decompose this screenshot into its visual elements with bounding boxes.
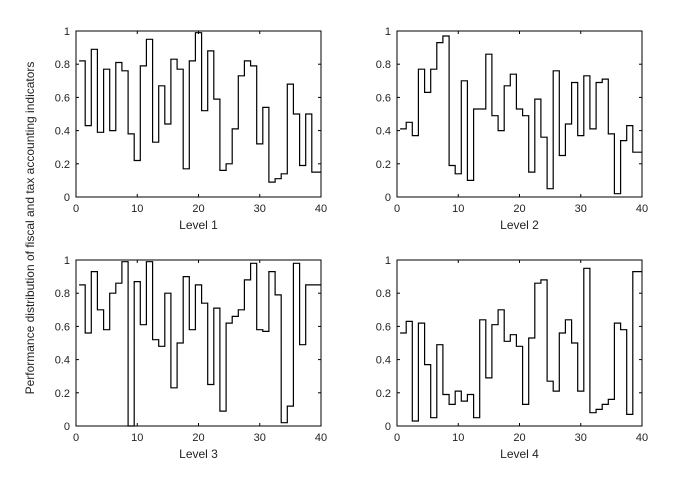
x-tick-label: 0 xyxy=(394,432,400,444)
x-tick-label: 40 xyxy=(636,203,648,215)
y-tick-label: 0.2 xyxy=(55,388,70,400)
axes-frame-1 xyxy=(75,30,322,198)
y-tick-label: 1 xyxy=(64,26,70,38)
x-tick-label: 40 xyxy=(636,432,648,444)
series-line-3 xyxy=(79,261,321,427)
y-tick-label: 0.8 xyxy=(55,59,70,71)
x-tick-label: 10 xyxy=(452,203,464,215)
y-tick-label: 0.6 xyxy=(376,92,391,104)
y-tick-label: 0.6 xyxy=(55,92,70,104)
y-tick-label: 0.8 xyxy=(376,288,391,300)
y-tick-label: 0 xyxy=(385,421,391,433)
y-tick-label: 0.2 xyxy=(55,159,70,171)
x-tick-label: 0 xyxy=(73,432,79,444)
x-tick-label: 10 xyxy=(131,203,143,215)
subplot-4: 0 10 20 30 40 0 0.2 0.4 0.6 0.8 1 Level 4 xyxy=(376,255,648,461)
y-tick-label: 1 xyxy=(385,255,391,267)
y-tick-label: 0 xyxy=(64,421,70,433)
series-line-4 xyxy=(400,267,642,422)
y-tick-label: 0.8 xyxy=(376,59,391,71)
y-tick-label: 0.2 xyxy=(376,159,391,171)
x-tick-label: 0 xyxy=(394,203,400,215)
subplot-3: 0 10 20 30 40 0 0.2 0.4 0.6 0.8 1 Level 3 xyxy=(55,255,327,461)
x-tick-label: 20 xyxy=(513,432,525,444)
y-tick-label: 0.4 xyxy=(376,355,391,367)
x-tick-label: 30 xyxy=(254,432,266,444)
y-tick-label: 0.4 xyxy=(55,355,70,367)
x-tick-label: 40 xyxy=(315,432,327,444)
y-tick-label: 1 xyxy=(385,26,391,38)
y-tick-label: 0.6 xyxy=(376,321,391,333)
axes-frame-2 xyxy=(396,30,643,198)
x-tick-label: 20 xyxy=(192,203,204,215)
x-tick-label: 30 xyxy=(575,432,587,444)
x-tick-label: 30 xyxy=(575,203,587,215)
x-tick-label: 10 xyxy=(452,432,464,444)
subplot-2: 0 10 20 30 40 0 0.2 0.4 0.6 0.8 1 Level 2 xyxy=(376,26,648,232)
x-tick-label: 10 xyxy=(131,432,143,444)
y-tick-label: 0.8 xyxy=(55,288,70,300)
axes-frame-4 xyxy=(396,259,643,427)
x-axis-label-1: Level 1 xyxy=(179,218,218,232)
x-axis-label-3: Level 3 xyxy=(179,447,218,461)
y-tick-label: 0 xyxy=(385,192,391,204)
figure-ylabel: Performance distribution of fiscal and t… xyxy=(23,62,37,395)
x-tick-label: 20 xyxy=(192,432,204,444)
y-tick-label: 0.2 xyxy=(376,388,391,400)
series-line-2 xyxy=(400,35,642,195)
x-tick-label: 0 xyxy=(73,203,79,215)
x-axis-label-2: Level 2 xyxy=(500,218,539,232)
y-tick-label: 0 xyxy=(64,192,70,204)
y-tick-label: 1 xyxy=(64,255,70,267)
x-tick-label: 20 xyxy=(513,203,525,215)
y-tick-label: 0.4 xyxy=(55,126,70,138)
y-tick-label: 0.4 xyxy=(376,126,391,138)
series-line-1 xyxy=(79,32,321,183)
y-tick-label: 0.6 xyxy=(55,321,70,333)
subplot-1: 0 10 20 30 40 0 0.2 0.4 0.6 0.8 1 Level 1 xyxy=(55,26,327,232)
x-tick-label: 30 xyxy=(254,203,266,215)
x-axis-label-4: Level 4 xyxy=(500,447,539,461)
x-tick-label: 40 xyxy=(315,203,327,215)
